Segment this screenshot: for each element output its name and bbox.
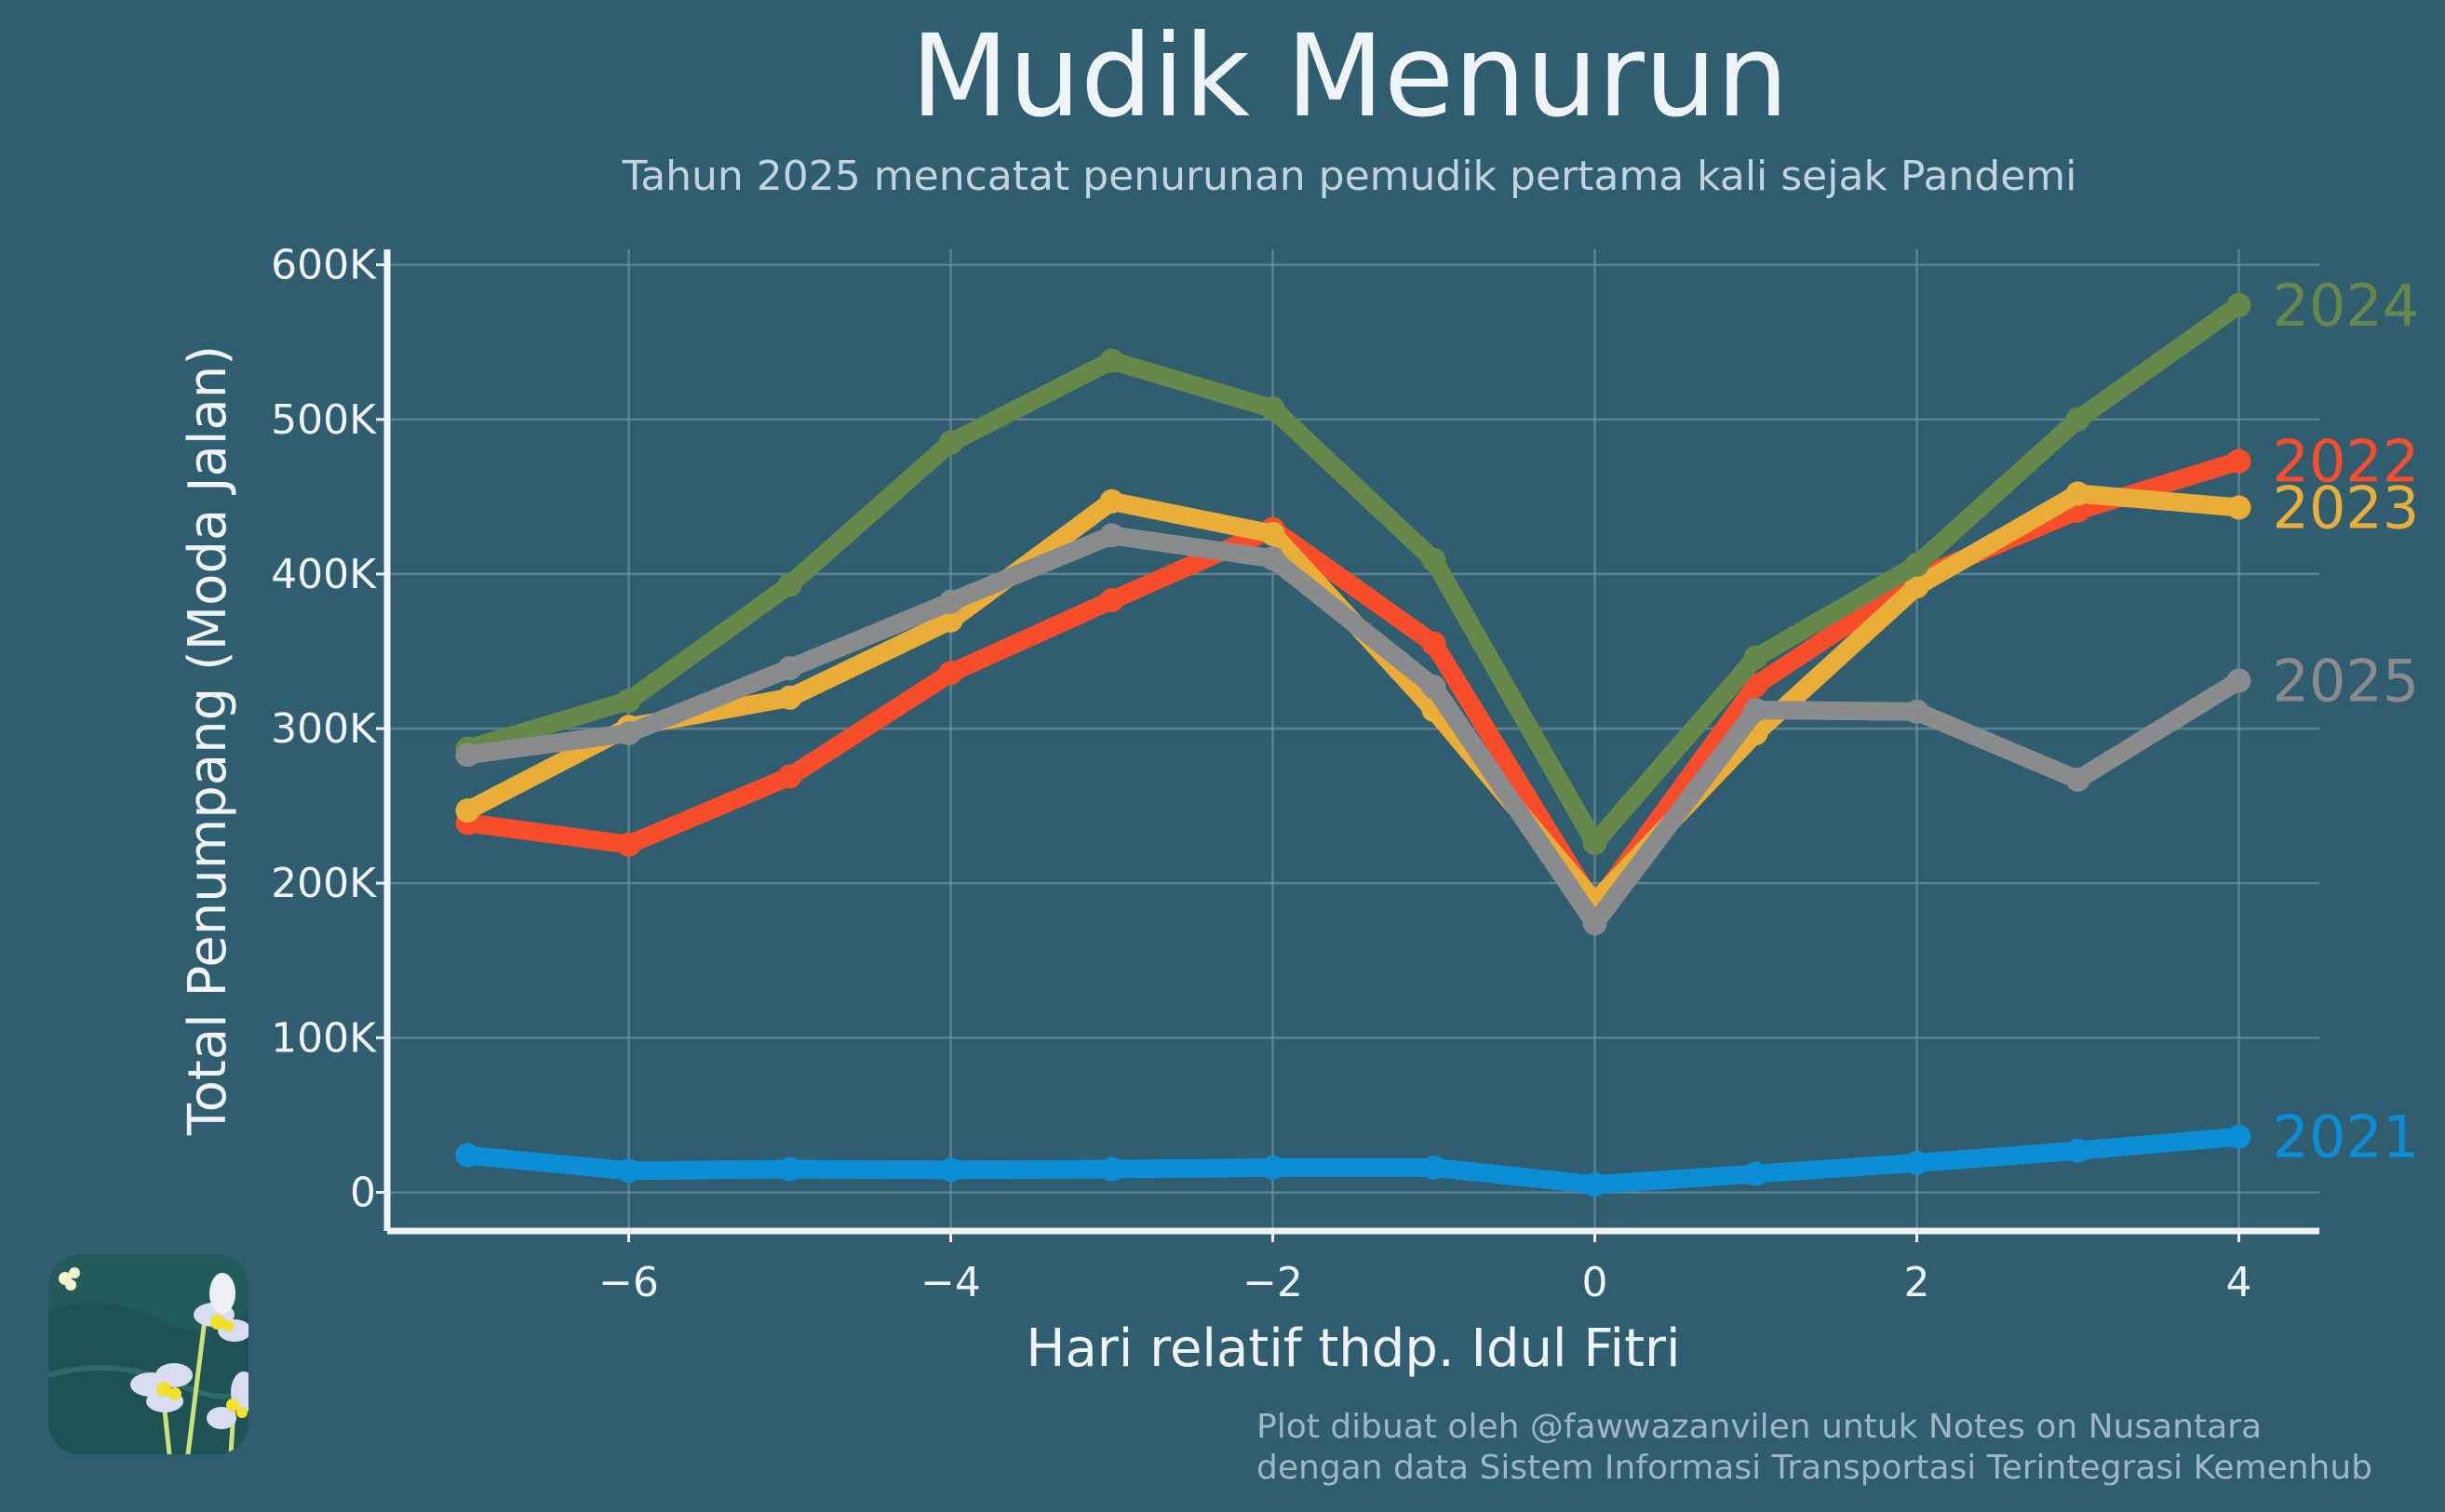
data-point-2025 bbox=[2065, 767, 2090, 792]
data-point-2024 bbox=[2065, 407, 2090, 432]
data-point-2023 bbox=[1099, 488, 1124, 514]
data-point-2024 bbox=[1099, 348, 1124, 373]
credit-text: Plot dibuat oleh @fawwazanvilen untuk No… bbox=[1256, 1407, 2372, 1489]
data-point-2021 bbox=[1421, 1155, 1446, 1180]
x-tick-label: −4 bbox=[920, 1259, 981, 1306]
data-point-2021 bbox=[777, 1157, 802, 1182]
y-axis-label: Total Penumpang (Moda Jalan) bbox=[178, 345, 238, 1136]
data-point-2025 bbox=[2226, 668, 2251, 693]
data-point-2025 bbox=[938, 589, 963, 614]
data-point-2021 bbox=[2226, 1124, 2251, 1149]
data-point-2021 bbox=[938, 1157, 963, 1183]
data-point-2021 bbox=[616, 1158, 641, 1184]
data-point-2022 bbox=[616, 832, 641, 857]
series-lines bbox=[455, 292, 2251, 1198]
series-line-2024 bbox=[458, 295, 2249, 852]
x-tick-label: 0 bbox=[1582, 1259, 1608, 1306]
data-point-2024 bbox=[616, 689, 641, 714]
data-point-2022 bbox=[777, 764, 802, 789]
series-line-2025 bbox=[458, 526, 2249, 933]
data-point-2024 bbox=[2226, 292, 2251, 317]
data-point-2023 bbox=[1260, 521, 1285, 546]
y-tick-label: 0 bbox=[350, 1169, 376, 1216]
data-point-2023 bbox=[2226, 495, 2251, 520]
data-point-2025 bbox=[777, 656, 802, 681]
x-tick-label: 4 bbox=[2226, 1259, 2252, 1306]
y-tick-label: 200K bbox=[271, 860, 377, 907]
data-point-2021 bbox=[455, 1143, 480, 1168]
data-point-2025 bbox=[1099, 523, 1124, 548]
series-line-2021 bbox=[458, 1127, 2249, 1195]
y-tick-label: 100K bbox=[271, 1014, 377, 1062]
data-point-2025 bbox=[1582, 911, 1607, 936]
series-label-2021: 2021 bbox=[2273, 1104, 2420, 1171]
data-point-2021 bbox=[1099, 1157, 1124, 1182]
data-point-2021 bbox=[1260, 1155, 1285, 1180]
data-point-2022 bbox=[1099, 588, 1124, 613]
x-axis-label: Hari relatif thdp. Idul Fitri bbox=[1026, 1318, 1680, 1379]
data-point-2022 bbox=[1743, 673, 1768, 698]
data-point-2024 bbox=[1743, 645, 1768, 670]
data-point-2024 bbox=[1421, 547, 1446, 572]
data-point-2025 bbox=[1904, 699, 1929, 724]
x-tick-label: −2 bbox=[1243, 1259, 1303, 1306]
x-tick-label: 2 bbox=[1904, 1259, 1930, 1306]
y-tick-label: 300K bbox=[271, 705, 377, 753]
data-point-2021 bbox=[1743, 1161, 1768, 1186]
series-label-2025: 2025 bbox=[2273, 648, 2420, 716]
data-point-2021 bbox=[1582, 1172, 1607, 1198]
series-label-2023: 2023 bbox=[2273, 474, 2420, 542]
chart-title: Mudik Menurun bbox=[910, 10, 1789, 142]
y-tick-label: 500K bbox=[271, 396, 377, 444]
series-label-2022: 2022 bbox=[2273, 428, 2420, 496]
credit-line-1: Plot dibuat oleh @fawwazanvilen untuk No… bbox=[1256, 1408, 2263, 1446]
data-point-2025 bbox=[616, 721, 641, 746]
grid bbox=[387, 249, 2319, 1231]
y-tick-label: 400K bbox=[271, 551, 377, 598]
axes: 0 100K 200K 300K 400K 500K 600K −6 −4 −2 0 2 4 bbox=[271, 242, 2319, 1306]
data-point-2025 bbox=[455, 743, 480, 768]
x-tick-label: −6 bbox=[598, 1259, 659, 1306]
data-point-2022 bbox=[2226, 448, 2251, 474]
data-point-2024 bbox=[938, 430, 963, 455]
labels: Hari relatif thdp. Idul Fitri Total Penum… bbox=[178, 272, 2419, 1379]
data-point-2024 bbox=[1260, 396, 1285, 421]
credit-line-2: dengan data Sistem Informasi Transportas… bbox=[1256, 1449, 2373, 1487]
data-point-2022 bbox=[938, 661, 963, 686]
chart-subtitle: Tahun 2025 mencatat penurunan pemudik pe… bbox=[622, 153, 2077, 200]
data-point-2024 bbox=[777, 572, 802, 597]
y-tick-label: 600K bbox=[271, 242, 377, 289]
data-point-2024 bbox=[1904, 552, 1929, 577]
data-point-2025 bbox=[1743, 698, 1768, 723]
data-point-2021 bbox=[1904, 1150, 1929, 1175]
data-point-2025 bbox=[1260, 546, 1285, 571]
data-point-2024 bbox=[1582, 830, 1607, 855]
data-point-2022 bbox=[1421, 631, 1446, 656]
data-point-2023 bbox=[455, 798, 480, 823]
data-point-2025 bbox=[1421, 675, 1446, 700]
data-point-2023 bbox=[1904, 574, 1929, 599]
logo-image bbox=[48, 1254, 249, 1454]
data-point-2021 bbox=[2065, 1138, 2090, 1163]
data-point-2023 bbox=[2065, 481, 2090, 506]
data-point-2023 bbox=[777, 685, 802, 710]
series-label-2024: 2024 bbox=[2273, 272, 2420, 340]
